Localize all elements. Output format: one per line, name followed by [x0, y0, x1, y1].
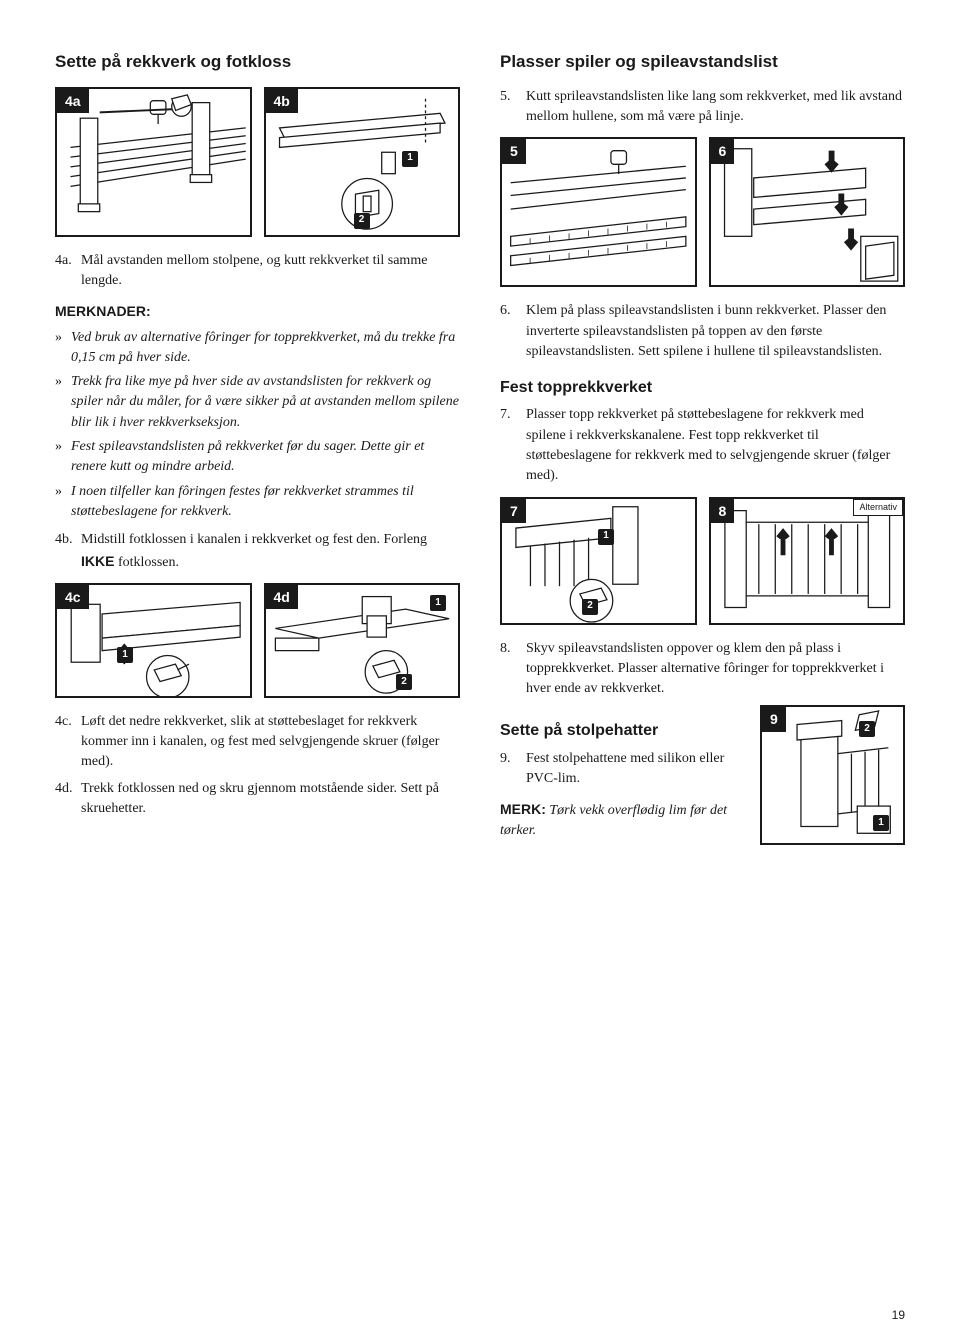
- step-4d-num: 4d.: [55, 779, 81, 820]
- figure-9: 9 2 1: [760, 705, 905, 845]
- step-6: 6. Klem på plass spileavstandslisten i b…: [500, 301, 905, 362]
- step-6-num: 6.: [500, 301, 526, 362]
- right-column: Plasser spiler og spileavstandslist 5. K…: [500, 50, 905, 848]
- callout-2: 2: [354, 213, 370, 229]
- step-4b-text-c: fotklossen.: [114, 555, 179, 570]
- merk-bold: MERK:: [500, 801, 546, 817]
- figure-4b-label: 4b: [266, 89, 298, 113]
- figure-7: 7 1 2: [500, 497, 697, 625]
- figure-4b: 4b 1 2: [264, 87, 461, 237]
- right-heading: Plasser spiler og spileavstandslist: [500, 50, 905, 75]
- figure-4a: 4a: [55, 87, 252, 237]
- page-number: 19: [892, 1307, 905, 1324]
- step-4b-body: Midstill fotklossen i kanalen i rekkverk…: [81, 530, 460, 573]
- fig-row-78: 7 1 2 8 Alternativ: [500, 497, 905, 625]
- section-9-wrap: Sette på stolpehatter 9. Fest stolpehatt…: [500, 705, 905, 847]
- callout-1-7: 1: [598, 529, 614, 545]
- step-4b-num: 4b.: [55, 530, 81, 573]
- figure-8-label: 8: [711, 499, 735, 523]
- step-7-num: 7.: [500, 405, 526, 486]
- figure-4d-label: 4d: [266, 585, 298, 609]
- callout-2-4d: 2: [396, 674, 412, 690]
- step-4d: 4d. Trekk fotklossen ned og skru gjennom…: [55, 779, 460, 820]
- figure-6-label: 6: [711, 139, 735, 163]
- step-8-num: 8.: [500, 639, 526, 700]
- merk-note: MERK: Tørk vekk overflødig lim før det t…: [500, 799, 748, 842]
- figure-5: 5: [500, 137, 697, 287]
- step-8: 8. Skyv spileavstandslisten oppover og k…: [500, 639, 905, 700]
- two-column-layout: Sette på rekkverk og fotkloss 4a: [55, 50, 905, 848]
- figure-8-alt: Alternativ: [853, 499, 903, 516]
- step-4a-body: Mål avstanden mellom stolpene, og kutt r…: [81, 251, 460, 292]
- subheading-fest: Fest topprekkverket: [500, 376, 905, 399]
- notes-heading: MERKNADER:: [55, 301, 460, 321]
- figure-9-label: 9: [762, 707, 786, 731]
- figure-5-svg: [502, 139, 695, 285]
- note-1: Ved bruk av alternative fôringer for top…: [55, 328, 460, 369]
- step-4a: 4a. Mål avstanden mellom stolpene, og ku…: [55, 251, 460, 292]
- step-7-body: Plasser topp rekkverket på støttebeslage…: [526, 405, 905, 486]
- callout-1: 1: [402, 151, 418, 167]
- step-5-num: 5.: [500, 87, 526, 128]
- step-9: 9. Fest stolpehattene med silikon eller …: [500, 749, 748, 790]
- fig-row-56: 5: [500, 137, 905, 287]
- left-heading: Sette på rekkverk og fotkloss: [55, 50, 460, 75]
- figure-4a-label: 4a: [57, 89, 89, 113]
- notes-list: Ved bruk av alternative fôringer for top…: [55, 328, 460, 523]
- callout-1-4c: 1: [117, 647, 133, 663]
- step-9-num: 9.: [500, 749, 526, 790]
- step-4b-bold: IKKE: [81, 553, 114, 569]
- figure-5-label: 5: [502, 139, 526, 163]
- step-4c-body: Løft det nedre rekkverket, slik at støtt…: [81, 712, 460, 773]
- figure-4c-label: 4c: [57, 585, 89, 609]
- figure-8-svg: [711, 499, 904, 623]
- fig-row-4ab: 4a: [55, 87, 460, 237]
- figure-7-label: 7: [502, 499, 526, 523]
- note-2: Trekk fra like mye på hver side av avsta…: [55, 372, 460, 433]
- figure-6: 6: [709, 137, 906, 287]
- step-4b-text-a: Midstill fotklossen i kanalen i rekkverk…: [81, 532, 427, 547]
- callout-1-4d: 1: [430, 595, 446, 611]
- section-9-text: Sette på stolpehatter 9. Fest stolpehatt…: [500, 705, 748, 847]
- step-7: 7. Plasser topp rekkverket på støttebesl…: [500, 405, 905, 486]
- figure-4c: 4c 1: [55, 583, 252, 698]
- note-4: I noen tilfeller kan fôringen festes før…: [55, 482, 460, 523]
- step-6-body: Klem på plass spileavstandslisten i bunn…: [526, 301, 905, 362]
- step-4a-num: 4a.: [55, 251, 81, 292]
- callout-2-9: 2: [859, 721, 875, 737]
- step-4b: 4b. Midstill fotklossen i kanalen i rekk…: [55, 530, 460, 573]
- figure-6-svg: [711, 139, 904, 285]
- fig-row-4cd: 4c 1 4d: [55, 583, 460, 698]
- figure-7-svg: [502, 499, 695, 623]
- step-4d-body: Trekk fotklossen ned og skru gjennom mot…: [81, 779, 460, 820]
- figure-8: 8 Alternativ: [709, 497, 906, 625]
- step-8-body: Skyv spileavstandslisten oppover og klem…: [526, 639, 905, 700]
- step-9-body: Fest stolpehattene med silikon eller PVC…: [526, 749, 748, 790]
- step-5-body: Kutt sprileavstandslisten like lang som …: [526, 87, 905, 128]
- step-5: 5. Kutt sprileavstandslisten like lang s…: [500, 87, 905, 128]
- note-3: Fest spileavstandslisten på rekkverket f…: [55, 437, 460, 478]
- left-column: Sette på rekkverk og fotkloss 4a: [55, 50, 460, 848]
- step-4c-num: 4c.: [55, 712, 81, 773]
- callout-1-9: 1: [873, 815, 889, 831]
- subheading-sette: Sette på stolpehatter: [500, 719, 748, 742]
- step-4c: 4c. Løft det nedre rekkverket, slik at s…: [55, 712, 460, 773]
- callout-2-7: 2: [582, 599, 598, 615]
- figure-4d: 4d 1 2: [264, 583, 461, 698]
